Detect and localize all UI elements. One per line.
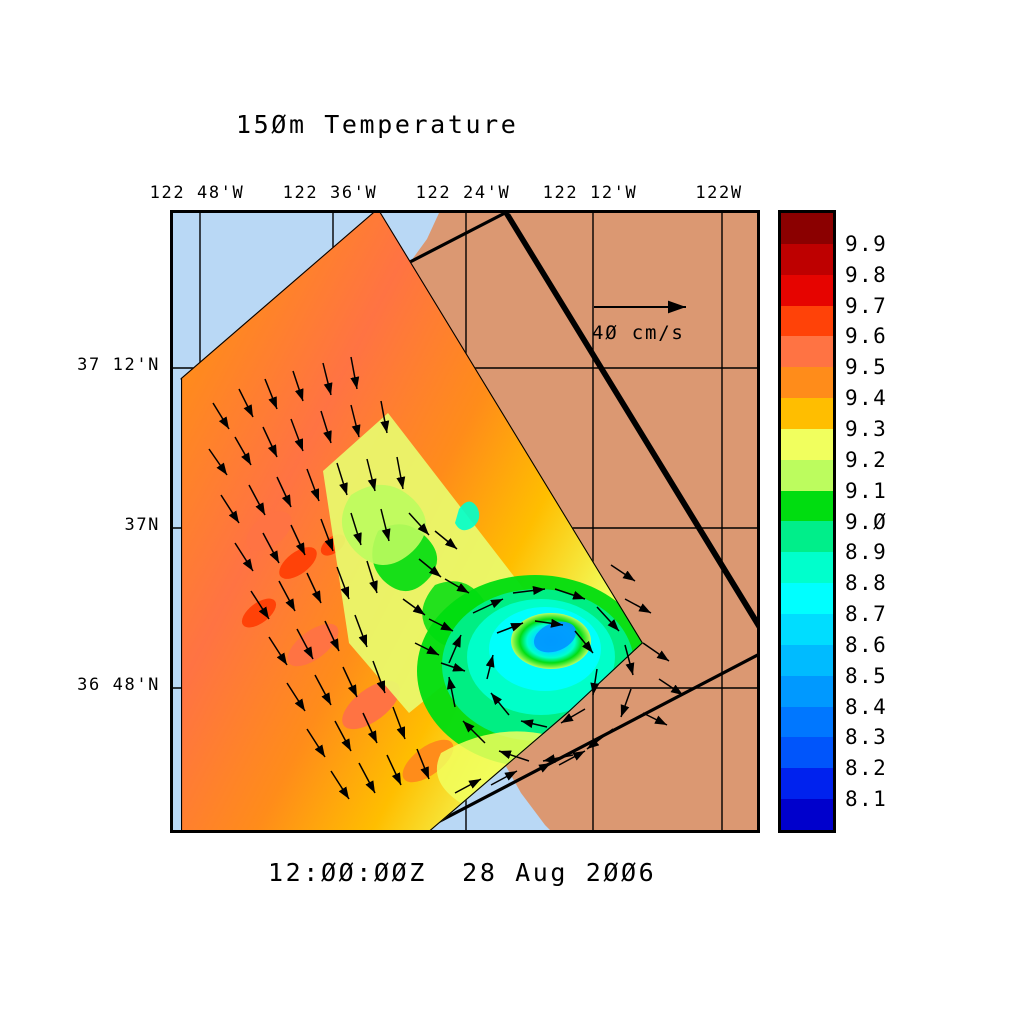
colorbar-tick-9.3: 9.3 — [845, 417, 887, 441]
x-axis-label-2: 122 24'W — [416, 183, 511, 203]
colorbar-swatch-14 — [781, 645, 833, 676]
colorbar-tick-8.6: 8.6 — [845, 633, 887, 657]
colorbar-swatch-6 — [781, 398, 833, 429]
colorbar-tick-9.1: 9.1 — [845, 479, 887, 503]
colorbar-tick-9.5: 9.5 — [845, 355, 887, 379]
colorbar-swatch-2 — [781, 275, 833, 306]
page-title: 15Øm Temperature — [236, 110, 518, 139]
colorbar-tick-9.6: 9.6 — [845, 324, 887, 348]
x-axis-label-0: 122 48'W — [150, 183, 245, 203]
colorbar-swatch-5 — [781, 367, 833, 398]
colorbar-tick-9.2: 9.2 — [845, 448, 887, 472]
colorbar-swatch-3 — [781, 306, 833, 337]
colorbar-tick-9.7: 9.7 — [845, 294, 887, 318]
colorbar-tick-8.2: 8.2 — [845, 756, 887, 780]
colorbar-tick-9.9: 9.9 — [845, 232, 887, 256]
x-axis-label-4: 122W — [695, 183, 742, 203]
colorbar-swatch-8 — [781, 460, 833, 491]
colorbar-swatch-4 — [781, 336, 833, 367]
colorbar-tick-8.8: 8.8 — [845, 571, 887, 595]
colorbar-swatch-11 — [781, 552, 833, 583]
y-axis-label-1: 37N — [0, 515, 160, 535]
colorbar-swatch-18 — [781, 768, 833, 799]
colorbar-swatch-9 — [781, 491, 833, 522]
x-axis-label-1: 122 36'W — [283, 183, 378, 203]
colorbar-swatch-12 — [781, 583, 833, 614]
colorbar-tick-8.7: 8.7 — [845, 602, 887, 626]
y-axis-label-0: 37 12'N — [0, 355, 160, 375]
colorbar-swatch-1 — [781, 244, 833, 275]
vector-scale-key: 4Ø cm/s — [590, 296, 730, 356]
colorbar-tick-8.4: 8.4 — [845, 695, 887, 719]
colorbar-labels: 9.9 9.8 9.7 9.6 9.5 9.4 9.3 9.2 9.1 9.Ø 8.9 8.8 8.7 8… — [845, 210, 925, 833]
figure-canvas: 15Øm Temperature 122 48'W 122 36'W 122 2… — [0, 0, 1024, 1024]
vector-key-arrow — [590, 296, 710, 318]
colorbar-swatch-17 — [781, 737, 833, 768]
figure-caption: 12:ØØ:ØØZ 28 Aug 2ØØ6 — [268, 858, 656, 887]
colorbar-tick-8.9: 8.9 — [845, 540, 887, 564]
colorbar-swatch-16 — [781, 707, 833, 738]
colorbar-swatch-19 — [781, 799, 833, 830]
colorbar-swatch-7 — [781, 429, 833, 460]
colorbar-tick-9.8: 9.8 — [845, 263, 887, 287]
colorbar-swatch-0 — [781, 213, 833, 244]
colorbar-tick-8.1: 8.1 — [845, 787, 887, 811]
y-axis-label-2: 36 48'N — [0, 675, 160, 695]
colorbar-tick-8.3: 8.3 — [845, 725, 887, 749]
colorbar-swatch-13 — [781, 614, 833, 645]
colorbar-swatch-15 — [781, 676, 833, 707]
x-axis-label-3: 122 12'W — [543, 183, 638, 203]
vector-key-label: 4Ø cm/s — [592, 322, 685, 344]
colorbar-tick-9.Ø: 9.Ø — [845, 510, 887, 534]
colorbar-swatch-10 — [781, 521, 833, 552]
colorbar-tick-8.5: 8.5 — [845, 664, 887, 688]
colorbar — [778, 210, 836, 833]
colorbar-tick-9.4: 9.4 — [845, 386, 887, 410]
